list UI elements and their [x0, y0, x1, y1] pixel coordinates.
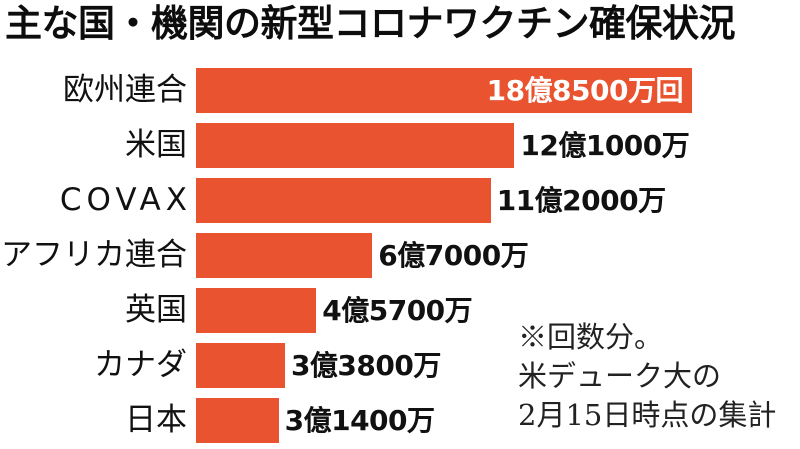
bar-row: 英国 4億5700万 [0, 288, 800, 333]
bar-row: 米国 12億1000万 [0, 123, 800, 168]
category-label: 米国 [125, 127, 187, 163]
bar-row: 欧州連合 18億8500万回 [0, 68, 800, 113]
category-label: 英国 [125, 292, 187, 328]
bar [196, 68, 692, 113]
value-label: 11億2000万 [496, 184, 666, 217]
bar-row: 日本 3億1400万 [0, 398, 800, 443]
value-label: 3億1400万 [284, 404, 435, 437]
bar [196, 123, 515, 168]
footnote-line: ※回数分。 [518, 320, 664, 354]
bar [196, 233, 373, 278]
bar [196, 343, 285, 388]
category-label: カナダ [94, 347, 187, 383]
value-label: 3億3800万 [290, 349, 441, 382]
value-label: 6億7000万 [378, 239, 529, 272]
bar-row: アフリカ連合 6億7000万 [0, 233, 800, 278]
bar-row: カナダ 3億3800万 [0, 343, 800, 388]
category-label: COVAX [59, 182, 192, 218]
bar [196, 398, 279, 443]
footnote: ※回数分。 米デューク大の 2月15日時点の集計 [518, 318, 776, 435]
footnote-line: 米デューク大の [518, 359, 722, 393]
bar [196, 288, 317, 333]
chart-title: 主な国・機関の新型コロナワクチン確保状況 [5, 2, 736, 45]
category-label: アフリカ連合 [1, 237, 187, 273]
bar-row: COVAX 11億2000万 [0, 178, 800, 223]
category-label: 欧州連合 [63, 72, 187, 108]
value-label: 18億8500万回 [486, 74, 684, 107]
value-label: 12億1000万 [520, 129, 690, 162]
value-label: 4億5700万 [322, 294, 473, 327]
bar [196, 178, 491, 223]
footnote-line: 2月15日時点の集計 [518, 398, 777, 432]
category-label: 日本 [125, 402, 187, 438]
